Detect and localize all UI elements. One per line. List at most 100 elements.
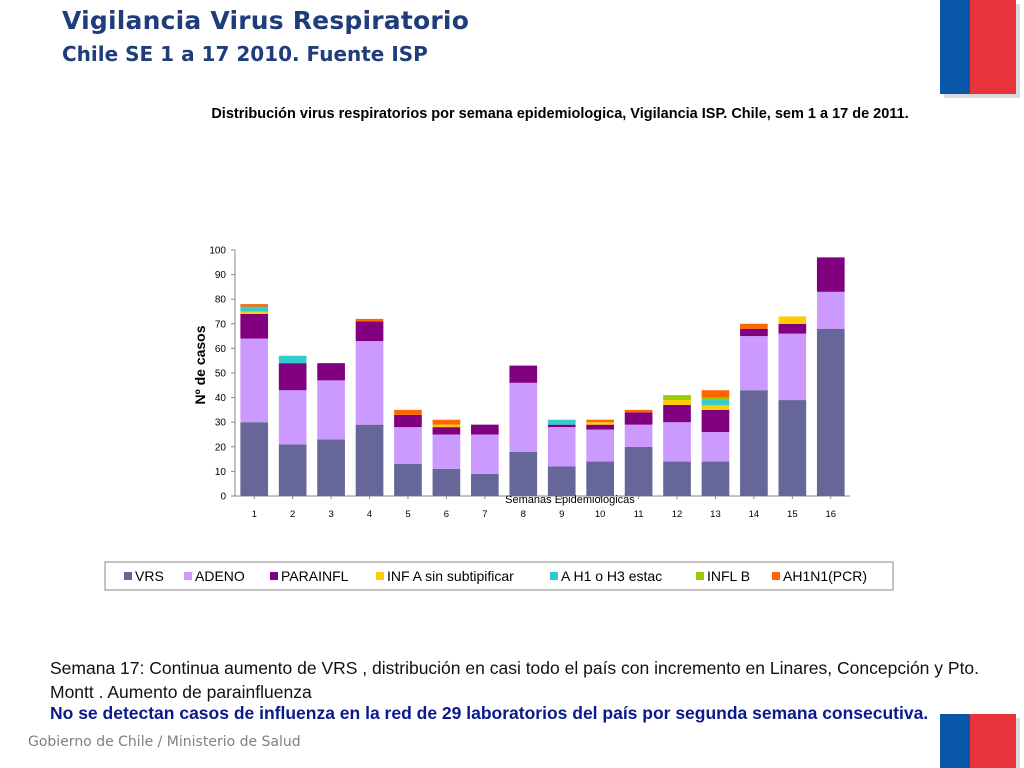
bar-segment	[701, 397, 730, 401]
x-tick-label: 14	[749, 509, 760, 520]
legend-label: AH1N1(PCR)	[783, 568, 867, 584]
bar-segment	[355, 341, 384, 425]
y-tick-label: 20	[215, 442, 227, 453]
bar-segment	[816, 291, 845, 329]
x-tick-label: 9	[559, 509, 564, 520]
bar-segment	[317, 363, 345, 381]
bar-segment	[586, 429, 614, 462]
chart-bars	[240, 257, 845, 496]
slide-title: Vigilancia Virus Respiratorio	[62, 6, 470, 35]
bar-segment	[509, 382, 538, 452]
bar-segment	[432, 434, 461, 469]
legend-swatch	[696, 572, 704, 580]
x-tick-label: 15	[787, 509, 798, 520]
bar-segment	[586, 422, 614, 425]
bar-segment	[547, 424, 576, 428]
legend-label: A H1 o H3 estac	[561, 568, 662, 584]
bar-segment	[663, 461, 691, 496]
bar-segment	[816, 257, 845, 292]
bar-segment	[547, 466, 576, 496]
legend-swatch	[184, 572, 192, 580]
y-tick-label: 0	[220, 492, 226, 503]
bar-segment	[240, 304, 269, 307]
chile-flag-logo-top	[940, 0, 1024, 98]
bar-segment	[432, 424, 461, 428]
bar-segment	[740, 328, 768, 337]
bar-segment	[663, 422, 691, 462]
y-tick-label: 50	[215, 369, 227, 380]
legend-label: INF A sin subtipificar	[387, 568, 514, 584]
legend-label: INFL B	[707, 568, 750, 584]
x-tick-label: 6	[444, 509, 449, 520]
bar-segment	[432, 427, 461, 435]
bar-segment	[624, 412, 653, 425]
bar-segment	[663, 395, 691, 401]
bar-segment	[586, 461, 614, 496]
bar-segment	[624, 424, 653, 447]
bar-segment	[778, 333, 807, 401]
legend-swatch	[550, 572, 558, 580]
y-tick-label: 40	[215, 393, 227, 404]
x-tick-label: 5	[405, 509, 410, 520]
y-tick-label: 30	[215, 418, 227, 429]
legend-swatch	[270, 572, 278, 580]
bar-segment	[317, 380, 345, 440]
legend-label: PARAINFL	[281, 568, 349, 584]
bar-segment	[355, 321, 384, 342]
x-tick-label: 11	[634, 509, 644, 520]
bar-segment	[240, 313, 269, 339]
bar-segment	[240, 306, 269, 312]
bar-segment	[740, 323, 768, 329]
bar-segment	[586, 424, 614, 430]
legend-label: VRS	[135, 568, 164, 584]
bar-segment	[547, 427, 576, 467]
bar-segment	[432, 419, 461, 425]
bar-segment	[355, 424, 384, 496]
bar-segment	[701, 409, 730, 433]
x-tick-label: 12	[672, 509, 683, 520]
bar-segment	[394, 409, 422, 415]
bar-segment	[471, 424, 499, 435]
bar-segment	[394, 464, 422, 496]
bar-segment	[278, 355, 307, 364]
bar-segment	[355, 318, 384, 322]
bar-segment	[701, 390, 730, 398]
x-tick-label: 13	[710, 509, 721, 520]
bar-segment	[394, 427, 422, 465]
chart-legend: VRS ADENO PARAINFL INF A sin subtipificar A …	[104, 561, 894, 591]
x-tick-label: 7	[482, 509, 487, 520]
bar-segment	[740, 336, 768, 391]
bar-segment	[624, 409, 653, 413]
bar-segment	[471, 473, 499, 496]
bar-segment	[471, 434, 499, 474]
y-tick-label: 60	[215, 344, 227, 355]
x-tick-label: 1	[252, 509, 257, 520]
legend-swatch	[376, 572, 384, 580]
bar-segment	[394, 414, 422, 428]
x-tick-label: 16	[825, 509, 836, 520]
bar-segment	[509, 365, 538, 383]
bar-segment	[278, 390, 307, 445]
legend-swatch	[772, 572, 780, 580]
bar-segment	[701, 461, 730, 496]
x-tick-label: 3	[328, 509, 333, 520]
bar-segment	[240, 422, 269, 496]
x-axis-label: Semanas Epidemiologicas	[505, 494, 635, 506]
bar-segment	[432, 468, 461, 496]
legend-swatch	[124, 572, 132, 580]
chart-title: Distribución virus respiratorios por sem…	[211, 106, 909, 122]
bar-segment	[586, 419, 614, 423]
x-tick-label: 2	[290, 509, 295, 520]
bar-segment	[240, 338, 269, 423]
bar-segment	[240, 311, 269, 314]
bar-segment	[701, 400, 730, 405]
bar-segment	[701, 432, 730, 462]
bar-segment	[663, 400, 691, 405]
bar-segment	[778, 400, 807, 496]
y-tick-label: 10	[215, 467, 227, 478]
bar-segment	[816, 328, 845, 496]
bar-segment	[509, 451, 538, 496]
y-tick-label: 80	[215, 295, 227, 306]
legend-label: ADENO	[195, 568, 245, 584]
